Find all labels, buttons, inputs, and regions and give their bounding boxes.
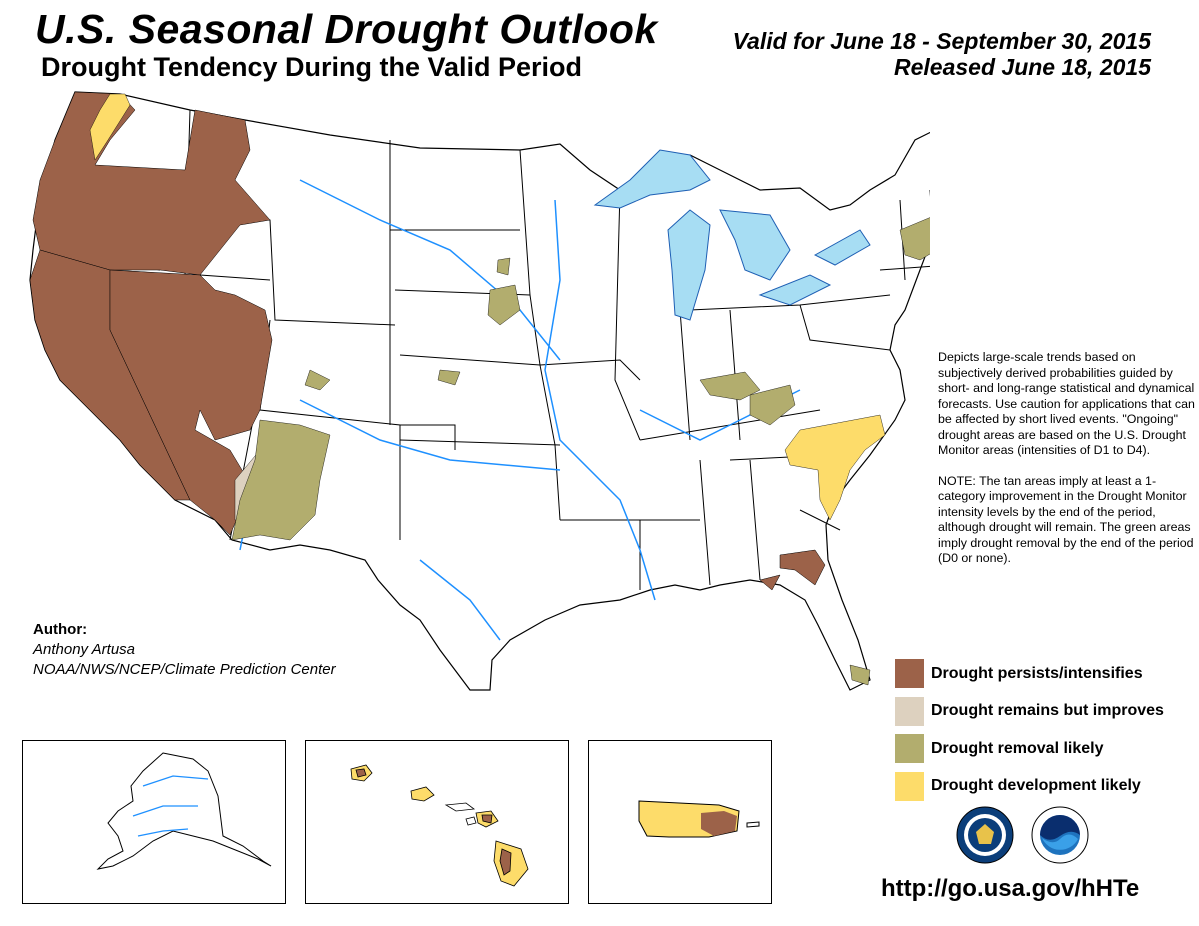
- validity-block: Valid for June 18 - September 30, 2015 R…: [733, 28, 1151, 80]
- legend-swatch-improves: [895, 696, 924, 726]
- legend-swatch-development: [895, 771, 924, 801]
- legend-label: Drought removal likely: [931, 739, 1104, 757]
- legend: Drought persists/intensifies Drought rem…: [895, 655, 1164, 805]
- page-subtitle: Drought Tendency During the Valid Period: [41, 52, 583, 82]
- great-lakes: [593, 149, 871, 321]
- lake-michigan: [667, 209, 711, 321]
- outlook-url[interactable]: http://go.usa.gov/hHTe: [881, 875, 1140, 902]
- lake-ontario: [813, 229, 871, 266]
- legend-swatch-removal: [895, 734, 924, 764]
- lake-erie: [758, 274, 832, 306]
- legend-label: Drought development likely: [931, 777, 1141, 795]
- drought-development-areas: [89, 93, 886, 521]
- legend-row: Drought development likely: [895, 768, 1164, 806]
- legend-row: Drought removal likely: [895, 730, 1164, 768]
- inset-puerto-rico: [588, 740, 772, 904]
- inset-alaska: [22, 740, 286, 904]
- drought-removal-areas: [231, 217, 930, 686]
- description-paragraph-1: Depicts large-scale trends based on subj…: [938, 350, 1195, 457]
- legend-label: Drought remains but improves: [931, 702, 1164, 720]
- inset-hawaii: [305, 740, 569, 904]
- author-affiliation: NOAA/NWS/NCEP/Climate Prediction Center: [33, 661, 336, 678]
- puerto-rico-map: [638, 800, 760, 838]
- valid-period: Valid for June 18 - September 30, 2015: [732, 28, 1151, 54]
- release-date: Released June 18, 2015: [894, 54, 1151, 80]
- description-text: Depicts large-scale trends based on subj…: [938, 350, 1196, 582]
- alaska-map: [96, 752, 272, 870]
- page-title: U.S. Seasonal Drought Outlook: [35, 6, 658, 52]
- author-name: Anthony Artusa: [33, 641, 136, 658]
- hawaii-map: [350, 764, 529, 887]
- noaa-nws-seal-icon: [956, 806, 1014, 864]
- description-paragraph-2: NOTE: The tan areas imply at least a 1-c…: [938, 473, 1194, 566]
- author-label: Author:: [33, 621, 88, 638]
- noaa-logo-icon: [1031, 806, 1089, 864]
- legend-label: Drought persists/intensifies: [931, 664, 1143, 682]
- legend-row: Drought persists/intensifies: [895, 655, 1164, 693]
- lake-superior: [593, 149, 711, 209]
- legend-swatch-persists: [895, 659, 924, 689]
- legend-row: Drought remains but improves: [895, 693, 1164, 731]
- author-block: Author: Anthony Artusa NOAA/NWS/NCEP/Cli…: [33, 620, 336, 680]
- lake-huron: [719, 209, 791, 281]
- conus-map: [29, 91, 930, 691]
